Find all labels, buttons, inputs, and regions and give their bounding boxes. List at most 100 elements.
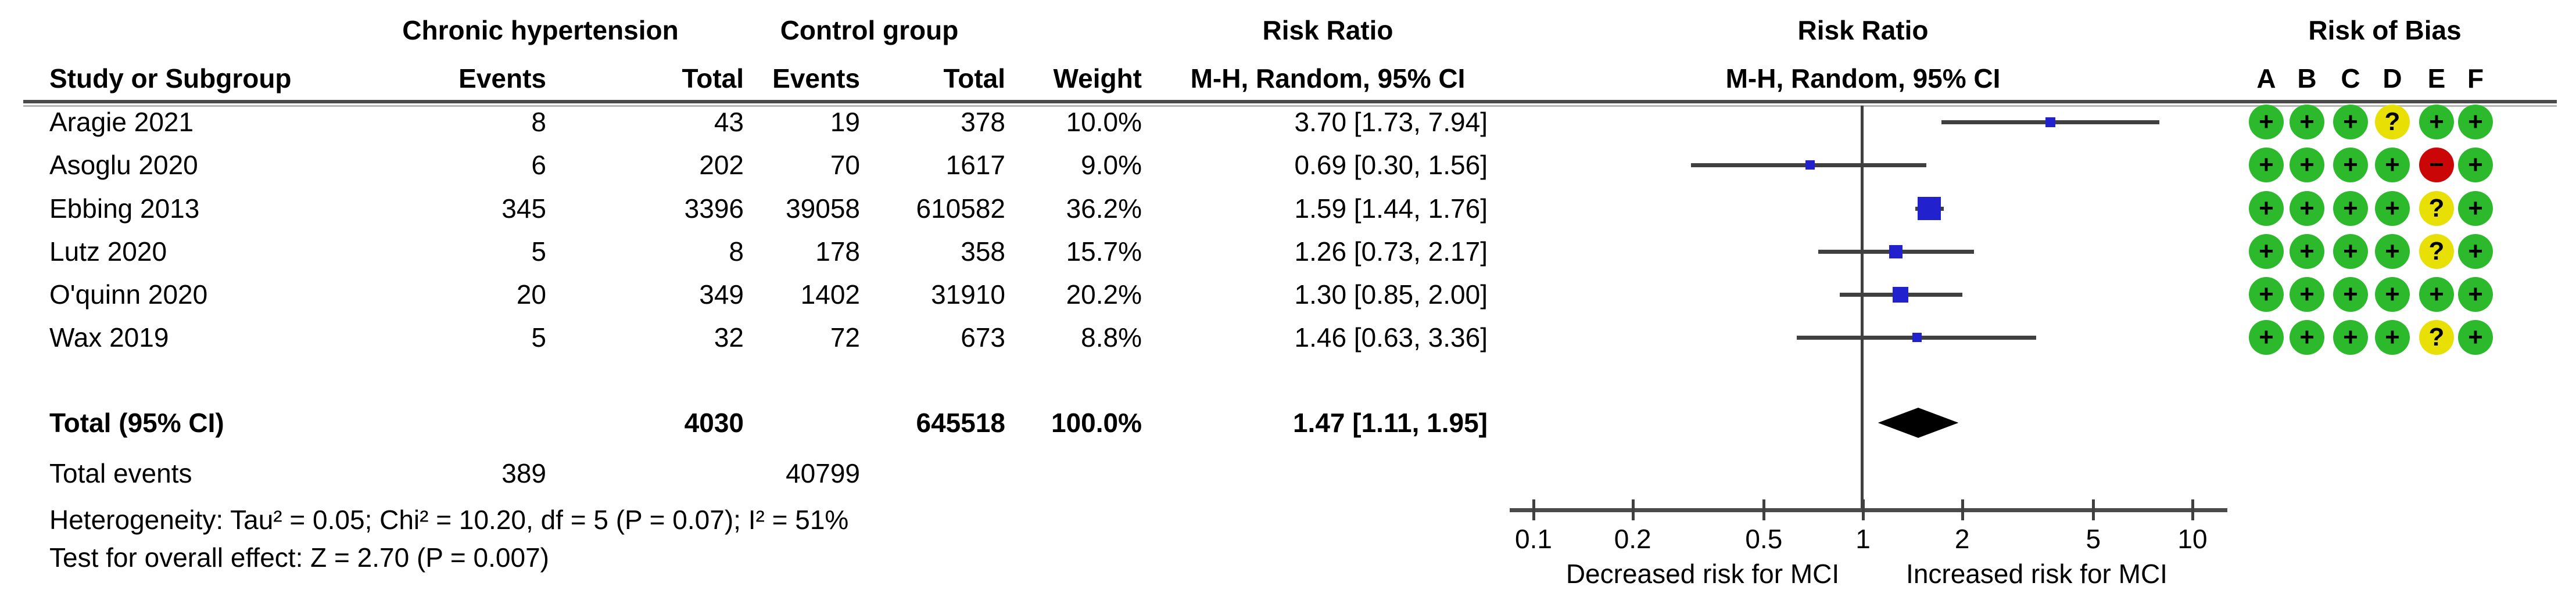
total-control: 645518	[916, 408, 1006, 438]
rob-low-icon: +	[2458, 191, 2493, 226]
total-control: 31910	[931, 279, 1005, 310]
rob-unclear-icon: ?	[2375, 105, 2410, 139]
rob-low-icon: +	[2458, 148, 2493, 182]
rob-letter-A: A	[2256, 63, 2276, 93]
total-events-control: 40799	[786, 458, 860, 488]
null-effect-line	[1861, 106, 1864, 510]
axis-tick	[2092, 499, 2095, 520]
rr-ci-value: 1.46 [0.63, 3.36]	[1294, 322, 1488, 353]
rob-low-icon: +	[2458, 277, 2493, 312]
rr-ci-value: 1.30 [0.85, 2.00]	[1294, 279, 1488, 310]
rob-low-icon: +	[2333, 191, 2368, 226]
rob-unclear-icon: ?	[2419, 320, 2454, 355]
axis-tick	[1862, 499, 1865, 520]
rob-low-icon: +	[2290, 320, 2324, 355]
axis-label-increased: Increased risk for MCI	[1906, 559, 2167, 589]
summary-diamond	[1878, 408, 1959, 438]
rob-letter-C: C	[2341, 63, 2360, 93]
axis-tick-label: 5	[2086, 524, 2101, 554]
col-header-total-exposed: Total	[682, 63, 744, 93]
weight-value: 20.2%	[1066, 279, 1142, 310]
study-name: Lutz 2020	[49, 236, 167, 267]
effect-square	[1893, 286, 1909, 303]
total-control: 610582	[916, 193, 1006, 224]
rr-ci-value: 3.70 [1.73, 7.94]	[1294, 107, 1488, 137]
study-name: O'quinn 2020	[49, 279, 208, 310]
rob-column-title: Risk of Bias	[2308, 15, 2462, 45]
axis-tick-label: 0.1	[1515, 524, 1552, 554]
effect-square	[1805, 160, 1815, 170]
axis-tick	[1762, 499, 1766, 520]
axis-tick	[1961, 499, 1964, 520]
events-exposed: 5	[531, 236, 546, 267]
rob-low-icon: +	[2333, 148, 2368, 182]
total-exposed: 43	[714, 107, 744, 137]
axis-label-decreased: Decreased risk for MCI	[1565, 559, 1840, 589]
rob-low-icon: +	[2375, 320, 2410, 355]
total-control: 673	[961, 322, 1005, 353]
axis-tick	[1532, 499, 1535, 520]
events-exposed: 345	[501, 193, 546, 224]
rob-unclear-icon: ?	[2419, 234, 2454, 269]
col-header-events-control: Events	[772, 63, 860, 93]
axis-tick	[1631, 499, 1635, 520]
rob-low-icon: +	[2249, 191, 2284, 226]
x-axis-line	[1510, 508, 2227, 512]
total-exposed: 3396	[684, 193, 744, 224]
total-events-exposed: 389	[501, 458, 546, 488]
study-name: Aragie 2021	[49, 107, 194, 137]
weight-value: 9.0%	[1081, 150, 1142, 180]
events-exposed: 6	[531, 150, 546, 180]
rob-low-icon: +	[2375, 191, 2410, 226]
study-name: Ebbing 2013	[49, 193, 200, 224]
axis-tick	[2191, 499, 2194, 520]
col-header-plot-ci: M-H, Random, 95% CI	[1725, 63, 2001, 93]
total-exposed: 4030	[684, 408, 744, 438]
events-control: 72	[830, 322, 860, 353]
total-control: 378	[961, 107, 1005, 137]
rob-high-icon: −	[2419, 148, 2454, 182]
total-exposed: 8	[729, 236, 744, 267]
rob-letter-B: B	[2297, 63, 2317, 93]
rob-low-icon: +	[2333, 234, 2368, 269]
col-header-weight: Weight	[1053, 63, 1142, 93]
events-control: 70	[830, 150, 860, 180]
col-group-control: Control group	[780, 15, 959, 45]
rob-low-icon: +	[2458, 234, 2493, 269]
total-exposed: 32	[714, 322, 744, 353]
axis-tick-label: 1	[1855, 524, 1871, 554]
events-control: 39058	[786, 193, 860, 224]
rob-low-icon: +	[2333, 320, 2368, 355]
axis-tick-label: 0.5	[1745, 524, 1783, 554]
rob-low-icon: +	[2290, 105, 2324, 139]
rob-low-icon: +	[2333, 105, 2368, 139]
rob-low-icon: +	[2458, 105, 2493, 139]
total-exposed: 202	[699, 150, 744, 180]
total-weight: 100.0%	[1051, 408, 1142, 438]
events-control: 19	[830, 107, 860, 137]
rob-low-icon: +	[2290, 234, 2324, 269]
rob-low-icon: +	[2249, 320, 2284, 355]
rr-column-title: Risk Ratio	[1262, 15, 1393, 45]
events-exposed: 5	[531, 322, 546, 353]
rob-letter-D: D	[2382, 63, 2402, 93]
effect-square	[2045, 117, 2055, 127]
rob-letter-F: F	[2467, 63, 2484, 93]
rob-low-icon: +	[2419, 105, 2454, 139]
effect-square	[1912, 333, 1922, 342]
rob-low-icon: +	[2375, 277, 2410, 312]
rr-ci-value: 1.59 [1.44, 1.76]	[1294, 193, 1488, 224]
col-header-total-control: Total	[943, 63, 1005, 93]
col-header-events-exposed: Events	[458, 63, 546, 93]
axis-tick-label: 10	[2177, 524, 2208, 554]
events-exposed: 20	[516, 279, 546, 310]
rob-low-icon: +	[2249, 234, 2284, 269]
rob-low-icon: +	[2375, 234, 2410, 269]
weight-value: 8.8%	[1081, 322, 1142, 353]
rob-low-icon: +	[2419, 277, 2454, 312]
col-header-rr-ci: M-H, Random, 95% CI	[1190, 63, 1466, 93]
rob-letter-E: E	[2427, 63, 2446, 93]
rob-low-icon: +	[2290, 191, 2324, 226]
rob-low-icon: +	[2290, 277, 2324, 312]
